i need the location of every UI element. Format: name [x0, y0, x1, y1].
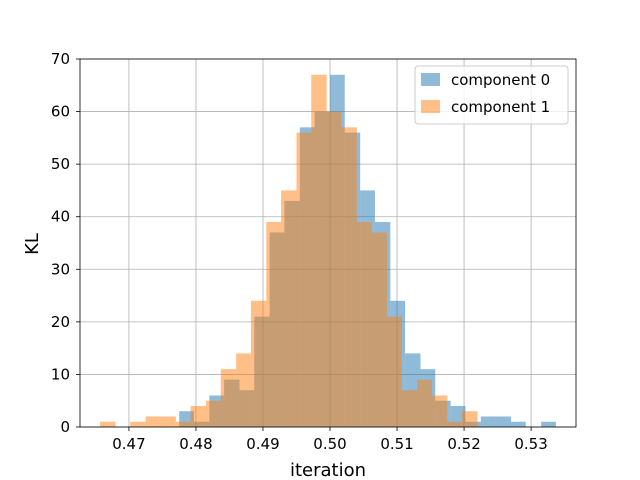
histogram-bars	[100, 74, 556, 428]
histogram-bar	[236, 353, 251, 427]
y-tick-label: 40	[51, 208, 70, 226]
histogram-bar	[100, 421, 116, 427]
axis-ticks: 0.47 0.48 0.49 0.50 0.51 0.52 0.53 0 10 20 30 40 50 6…	[51, 50, 548, 453]
x-tick-label: 0.49	[246, 435, 279, 453]
legend-swatch-component-1	[421, 100, 440, 113]
legend: component 0 component 1	[414, 65, 569, 125]
histogram-bar	[145, 416, 161, 427]
y-tick-label: 20	[51, 313, 70, 331]
x-tick-label: 0.47	[112, 435, 145, 453]
histogram-bar	[206, 400, 221, 427]
x-tick-label: 0.50	[313, 435, 346, 453]
histogram-bar	[401, 390, 418, 427]
histogram-bar	[386, 316, 402, 427]
x-tick-label: 0.48	[179, 435, 212, 453]
histogram-bar	[190, 405, 207, 427]
x-tick-label: 0.53	[514, 435, 547, 453]
x-tick-label: 0.51	[380, 435, 413, 453]
histogram-bar	[462, 411, 478, 427]
y-axis-title: KL	[22, 233, 43, 255]
histogram-bar	[510, 421, 526, 427]
histogram-bar	[480, 416, 496, 427]
legend-label-component-0: component 0	[451, 71, 550, 89]
histogram-bar	[311, 74, 327, 428]
histogram-bar	[266, 221, 282, 427]
histogram-bar	[541, 421, 556, 427]
histogram-bar	[281, 190, 297, 427]
plot-frame	[79, 58, 577, 428]
histogram-bar	[447, 421, 463, 427]
histogram-bar	[175, 421, 191, 427]
histogram-bar	[326, 111, 342, 428]
histogram-bar	[431, 395, 448, 427]
x-tick-label: 0.52	[447, 435, 480, 453]
histogram-bar	[341, 127, 357, 427]
legend-label-component-1: component 1	[451, 98, 550, 116]
y-tick-label: 50	[51, 155, 70, 173]
histogram-bar	[356, 221, 372, 427]
series-1-bars	[100, 74, 478, 428]
y-tick-label: 10	[51, 365, 70, 383]
histogram-bar	[160, 416, 176, 427]
histogram-bar	[220, 369, 237, 427]
histogram-bar	[296, 132, 312, 427]
histogram-bar	[130, 421, 146, 427]
histogram-bar	[417, 379, 432, 427]
y-tick-label: 0	[60, 418, 70, 436]
histogram-bar	[495, 416, 511, 427]
y-tick-label: 60	[51, 103, 70, 121]
histogram-bar	[371, 232, 387, 427]
legend-swatch-component-0	[421, 73, 440, 86]
y-tick-label: 30	[51, 260, 70, 278]
x-axis-title: iteration	[290, 460, 366, 480]
y-tick-label: 70	[51, 50, 70, 68]
legend-box	[414, 65, 569, 125]
histogram-bar	[250, 300, 267, 427]
